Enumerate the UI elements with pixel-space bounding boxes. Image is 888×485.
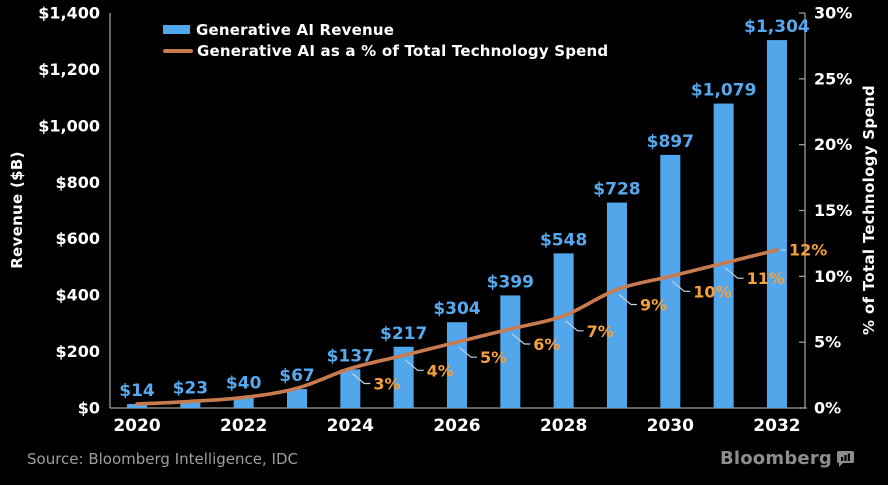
right-axis-tick-label: 25% [814, 69, 852, 88]
left-axis-tick-label: $0 [78, 399, 100, 418]
percent-callout [511, 333, 531, 345]
right-axis-title: % of Total Technology Spend [860, 85, 878, 335]
right-axis-tick-label: 30% [814, 4, 852, 23]
left-axis-title: Revenue ($B) [8, 151, 26, 269]
percent-callout [351, 373, 371, 385]
bar-value-label: $897 [647, 132, 694, 152]
percent-label: 5% [480, 348, 507, 367]
bar-2029 [606, 202, 627, 408]
legend-label-revenue: Generative AI Revenue [196, 20, 395, 39]
bar-value-label: $399 [487, 272, 534, 292]
right-axis-tick-label: 5% [814, 333, 841, 352]
right-axis-tick-label: 10% [814, 267, 852, 286]
bar-value-label: $40 [226, 374, 262, 394]
legend-line-swatch [163, 48, 193, 53]
legend-item-revenue: Generative AI Revenue [163, 19, 608, 40]
percent-label: 6% [533, 335, 560, 354]
bloomberg-wordmark: Bloomberg [719, 448, 832, 469]
bar-2022 [233, 396, 254, 408]
percent-line [135, 248, 779, 406]
x-axis-tick-label: 2024 [327, 416, 374, 436]
bloomberg-logo: Bloomberg [720, 448, 854, 469]
bar-2027 [500, 295, 521, 408]
left-axis-tick-label: $1,400 [38, 4, 100, 23]
bar-value-label: $14 [119, 381, 155, 401]
bar-2021 [180, 401, 201, 408]
x-axis-tick-label: 2028 [540, 416, 587, 436]
bar-value-label: $137 [327, 346, 374, 366]
legend: Generative AI Revenue Generative AI as a… [163, 19, 608, 61]
x-axis-tick-label: 2022 [220, 416, 267, 436]
bar-value-label: $1,304 [744, 17, 810, 37]
percent-callout [565, 320, 584, 332]
left-axis-tick-label: $1,000 [38, 116, 100, 135]
bar-2023 [286, 389, 307, 408]
percent-label: 10% [693, 282, 731, 301]
legend-item-percent: Generative AI as a % of Total Technology… [163, 40, 608, 61]
percent-label: 4% [427, 361, 454, 380]
x-axis-tick-label: 2026 [433, 416, 480, 436]
right-axis-tick-label: 15% [814, 201, 852, 220]
x-axis-tick-label: 2032 [753, 416, 800, 436]
bar-value-label: $217 [380, 324, 427, 344]
percent-label: 7% [587, 322, 614, 341]
bar-value-label: $1,079 [691, 81, 757, 101]
bloomberg-chart-bubble-icon [837, 450, 854, 467]
bar-value-label: $304 [433, 299, 480, 319]
percent-label: 3% [373, 375, 400, 394]
x-axis-tick-label: 2030 [647, 416, 694, 436]
bar-value-label: $548 [540, 230, 587, 250]
bar-value-label: $23 [173, 379, 209, 399]
percent-callout [458, 346, 477, 358]
percent-callout [618, 294, 637, 306]
bar-value-label: $728 [593, 180, 640, 200]
left-axis-tick-label: $1,200 [38, 60, 100, 79]
bar-value-label: $67 [279, 366, 315, 386]
left-axis-tick-label: $200 [55, 342, 100, 361]
legend-label-percent: Generative AI as a % of Total Technology… [197, 41, 609, 60]
percent-label: 12% [789, 241, 827, 260]
left-axis-tick-label: $400 [55, 286, 100, 305]
bar-2020 [127, 404, 147, 408]
x-axis-tick-label: 2020 [113, 416, 160, 436]
left-axis-tick-label: $800 [55, 173, 100, 192]
left-axis-tick-label: $600 [55, 229, 100, 248]
percent-label: 9% [640, 296, 667, 315]
percent-callout [671, 280, 691, 292]
bar-2024 [340, 369, 361, 408]
right-axis-tick-label: 20% [814, 135, 852, 154]
bar-2028 [553, 253, 574, 408]
percent-label: 11% [747, 269, 785, 288]
right-axis-tick-label: 0% [814, 399, 841, 418]
percent-callout [725, 267, 744, 279]
legend-bar-swatch [163, 25, 190, 34]
bar-2030 [660, 154, 681, 408]
bar-2032 [766, 40, 787, 408]
bar-2031 [713, 103, 734, 408]
percent-callout [405, 359, 424, 371]
source-text: Source: Bloomberg Intelligence, IDC [27, 450, 298, 468]
